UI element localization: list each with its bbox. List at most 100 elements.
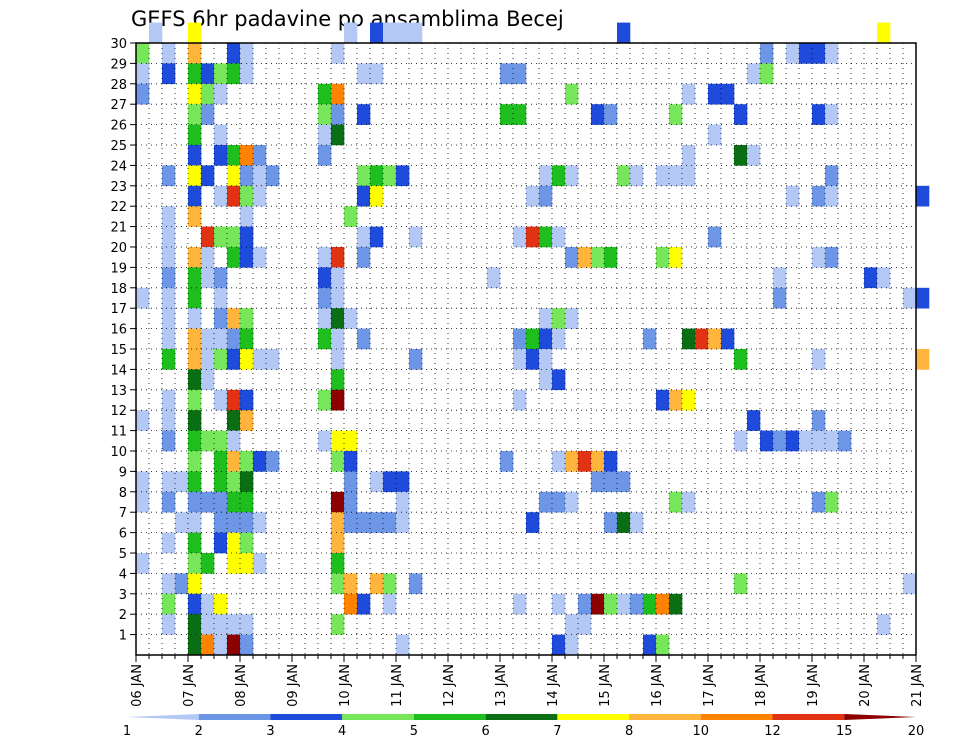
heatmap-cell [188,593,202,615]
heatmap-cell [812,43,826,64]
heatmap-cell [188,165,202,187]
heatmap-cell [344,308,358,329]
heatmap-cell [136,471,150,493]
heatmap-cell [552,328,566,350]
heatmap-cell [227,247,241,268]
colorbar-swatch [270,714,343,720]
heatmap-cell [331,369,345,391]
heatmap-cell [552,308,566,329]
heatmap-cell [331,532,345,554]
heatmap-cell [604,104,618,125]
heatmap-cell [188,349,202,370]
y-tick-label: 27 [110,98,127,113]
heatmap-cell [240,512,254,533]
heatmap-cell [201,491,215,513]
heatmap-cell [188,532,202,554]
heatmap-cell [656,389,670,411]
heatmap-cell [747,145,761,166]
heatmap-cell [201,247,215,268]
heatmap-cell [214,124,228,146]
heatmap-cell [396,491,410,513]
heatmap-cell [617,512,631,533]
heatmap-cell [214,145,228,166]
colorbar-label: 1 [123,724,131,739]
heatmap-cell [565,491,579,513]
heatmap-cell [916,287,930,309]
heatmap-cell [825,165,839,187]
heatmap-cell [162,389,176,411]
heatmap-cell [162,63,176,85]
y-tick-label: 16 [110,323,127,338]
heatmap-cell [370,512,384,533]
heatmap-cell [214,532,228,554]
heatmap-cell [214,634,228,656]
heatmap-cell [240,185,254,207]
heatmap-cell [214,430,228,452]
heatmap-cell [669,593,683,615]
heatmap-cell [565,247,579,268]
heatmap-cell [227,532,241,554]
heatmap-cell [149,22,163,44]
heatmap-cell [513,63,527,85]
y-tick-label: 20 [110,241,127,256]
heatmap-cell [162,206,176,227]
x-tick-label: 15 JAN [598,664,613,707]
heatmap-cell [513,593,527,615]
heatmap-cell [175,471,189,493]
heatmap-cell [240,247,254,268]
heatmap-cell [344,451,358,472]
x-tick-label: 10 JAN [338,664,353,707]
heatmap-cell [201,267,215,289]
y-tick-label: 24 [110,159,127,174]
heatmap-cell [201,634,215,656]
heatmap-cell [591,247,605,268]
heatmap-cell [500,451,514,472]
heatmap-cell [331,267,345,289]
heatmap-cell [669,491,683,513]
heatmap-cell [214,287,228,309]
heatmap-cell [721,328,735,350]
heatmap-cell [240,471,254,493]
heatmap-cell [513,226,527,248]
heatmap-cell [214,389,228,411]
heatmap-cell [383,593,397,615]
heatmap-cell [188,104,202,125]
heatmap-cell [409,349,423,370]
heatmap-cell [188,614,202,635]
heatmap-cell [331,389,345,411]
heatmap-cell [591,104,605,125]
heatmap-cell [539,369,553,391]
heatmap-cell [877,22,891,44]
heatmap-cell [162,410,176,431]
heatmap-cell [825,43,839,64]
heatmap-cell [552,369,566,391]
heatmap-cell [734,349,748,370]
heatmap-cell [227,614,241,635]
heatmap-cell [513,389,527,411]
heatmap-cell [643,593,657,615]
y-tick-label: 12 [110,404,127,419]
heatmap-cell [201,614,215,635]
heatmap-cell [734,573,748,595]
heatmap-cell [539,185,553,207]
heatmap-cell [240,349,254,370]
heatmap-cell [370,165,384,187]
heatmap-cell [266,165,280,187]
heatmap-cell [214,328,228,350]
heatmap-cell [162,165,176,187]
heatmap-cell [214,185,228,207]
heatmap-cell [708,226,722,248]
heatmap-cell [240,328,254,350]
heatmap-cell [396,634,410,656]
heatmap-cell [630,512,644,533]
heatmap-cell [370,63,384,85]
heatmap-cell [266,451,280,472]
heatmap-cell [331,614,345,635]
heatmap-cell [331,308,345,329]
colorbar-swatch [700,714,773,720]
heatmap-cell [318,308,332,329]
heatmap-cell [383,573,397,595]
heatmap-cell [526,512,540,533]
heatmap-cell [188,287,202,309]
x-tick-label: 19 JAN [806,664,821,707]
